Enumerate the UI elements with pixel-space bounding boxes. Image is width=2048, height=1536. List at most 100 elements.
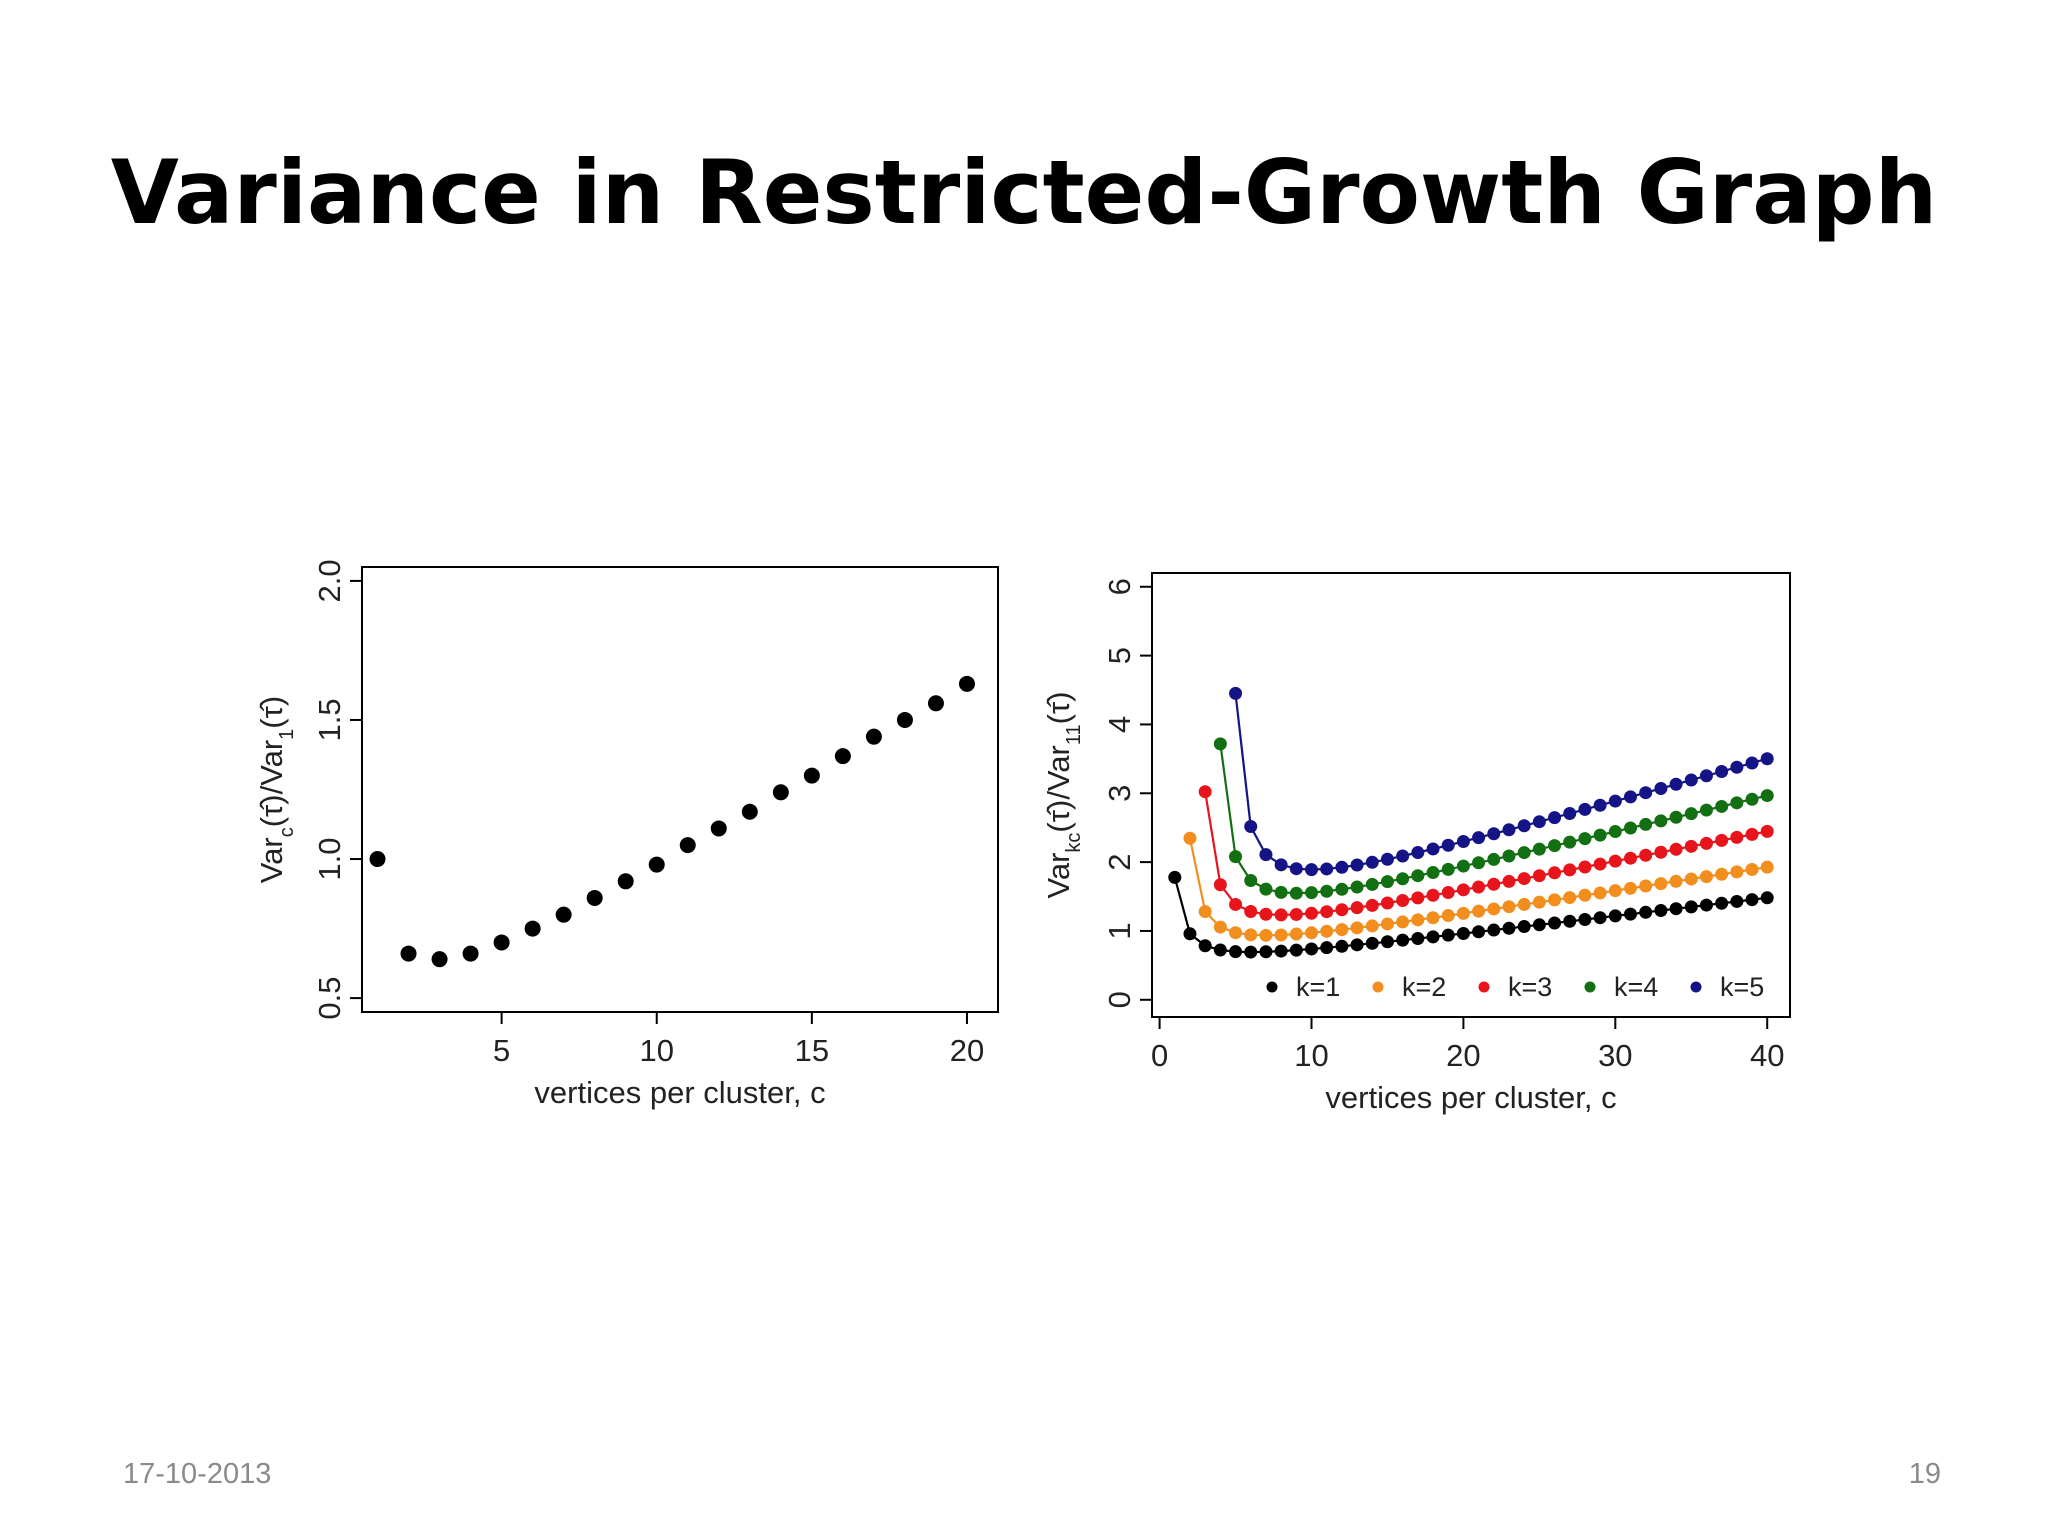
data-point-k=2: [1411, 913, 1425, 927]
data-point-k=3: [1593, 857, 1607, 871]
data-point-k=4: [1229, 850, 1243, 864]
data-point-k=3: [1472, 880, 1486, 894]
data-point-k=4: [1608, 825, 1622, 839]
data-point: [803, 767, 820, 784]
data-point-k=1: [1365, 936, 1379, 950]
data-point-k=4: [1654, 814, 1668, 828]
slide-page-number: 19: [1908, 1458, 1941, 1490]
data-point-k=4: [1593, 828, 1607, 842]
data-point: [617, 873, 634, 890]
data-point-k=2: [1608, 884, 1622, 898]
data-point-k=3: [1259, 907, 1273, 921]
data-point-k=4: [1699, 803, 1713, 817]
data-point: [679, 837, 696, 854]
series-line-k=1: [1173, 877, 1768, 954]
y-tick-label: 3: [1102, 785, 1137, 802]
data-point-k=5: [1289, 862, 1303, 876]
data-point: [741, 803, 758, 820]
data-point-k=5: [1639, 786, 1653, 800]
data-point-k=5: [1487, 827, 1501, 841]
data-point-k=2: [1244, 928, 1258, 942]
data-point-k=5: [1699, 769, 1713, 783]
legend-marker: [1478, 981, 1490, 993]
data-point-k=3: [1456, 883, 1470, 897]
data-point: [710, 820, 727, 837]
data-point: [524, 920, 541, 937]
data-point: [369, 851, 386, 868]
data-point-k=3: [1305, 906, 1318, 920]
data-point-k=2: [1639, 879, 1653, 893]
data-point-k=3: [1426, 888, 1440, 902]
data-point-k=5: [1396, 849, 1410, 863]
data-point-k=1: [1289, 943, 1303, 957]
data-point-k=1: [1624, 907, 1637, 921]
x-tick-label: 20: [1446, 1038, 1480, 1073]
data-point-k=3: [1730, 830, 1744, 844]
data-point-k=3: [1517, 872, 1531, 886]
data-point-k=4: [1320, 884, 1334, 898]
y-tick-label: 0.5: [312, 977, 347, 1020]
data-point-k=1: [1563, 914, 1577, 928]
data-point-k=3: [1578, 860, 1592, 874]
slide-title: Variance in Restricted-Growth Graph: [110, 141, 1938, 244]
data-point-k=3: [1502, 874, 1516, 888]
data-point-k=5: [1517, 819, 1531, 833]
data-point-k=5: [1532, 815, 1546, 829]
data-point-k=2: [1684, 872, 1698, 886]
y-tick-label: 1.0: [312, 837, 347, 880]
data-point-k=1: [1548, 916, 1562, 930]
data-point-k=4: [1411, 869, 1425, 883]
data-point-k=2: [1760, 860, 1774, 874]
data-point-k=2: [1517, 897, 1531, 911]
data-point-k=3: [1198, 785, 1212, 799]
data-point-k=2: [1563, 891, 1577, 905]
data-point-k=1: [1305, 942, 1318, 956]
data-point-k=1: [1502, 921, 1516, 935]
series-layer: [1168, 686, 1774, 959]
data-point-k=3: [1213, 878, 1227, 892]
data-point-k=5: [1715, 765, 1729, 779]
data-point-k=5: [1259, 848, 1273, 862]
data-point-k=4: [1548, 839, 1562, 853]
data-point-k=5: [1502, 823, 1516, 837]
data-point-k=2: [1213, 920, 1227, 934]
data-point-k=4: [1456, 859, 1470, 873]
data-point-k=3: [1289, 907, 1303, 921]
data-point-k=4: [1472, 856, 1486, 870]
data-point-k=5: [1426, 842, 1440, 856]
data-point: [865, 728, 882, 745]
data-point: [927, 695, 944, 712]
data-point-k=4: [1715, 799, 1729, 813]
data-point-k=3: [1699, 836, 1713, 850]
y-tick-label: 5: [1102, 647, 1137, 664]
x-tick-label: 0: [1151, 1038, 1168, 1073]
data-point-k=2: [1715, 867, 1729, 881]
data-point-k=4: [1624, 821, 1637, 835]
data-point-k=5: [1456, 834, 1470, 848]
x-tick-label: 20: [950, 1033, 984, 1068]
data-point-k=4: [1396, 872, 1410, 886]
legend-marker: [1584, 981, 1596, 993]
data-point-k=3: [1624, 851, 1637, 865]
data-point-k=1: [1259, 945, 1273, 959]
data-point-k=1: [1198, 939, 1212, 953]
data-point: [431, 951, 448, 968]
data-point-k=2: [1532, 895, 1546, 909]
data-point-k=2: [1380, 917, 1394, 931]
data-point-k=4: [1244, 874, 1258, 888]
x-tick-label: 40: [1750, 1038, 1784, 1073]
chart-right: 0 10 20 30 40 0 1 2 3 4 5 6 k=1 k=2 k=3 k=4 k=5 vertices …: [1041, 572, 1791, 1115]
data-point-k=5: [1365, 855, 1379, 869]
data-point-k=5: [1380, 852, 1394, 866]
data-point-k=2: [1502, 900, 1516, 914]
data-point-k=4: [1441, 862, 1455, 876]
data-point-k=3: [1745, 827, 1759, 841]
data-point-k=2: [1456, 906, 1470, 920]
data-point-k=4: [1274, 885, 1288, 899]
data-point: [462, 945, 479, 962]
data-point-k=3: [1274, 908, 1288, 922]
slide-date: 17-10-2013: [123, 1458, 272, 1490]
data-point-k=1: [1730, 894, 1744, 908]
data-point-k=1: [1168, 870, 1182, 884]
data-point-k=4: [1760, 789, 1774, 803]
